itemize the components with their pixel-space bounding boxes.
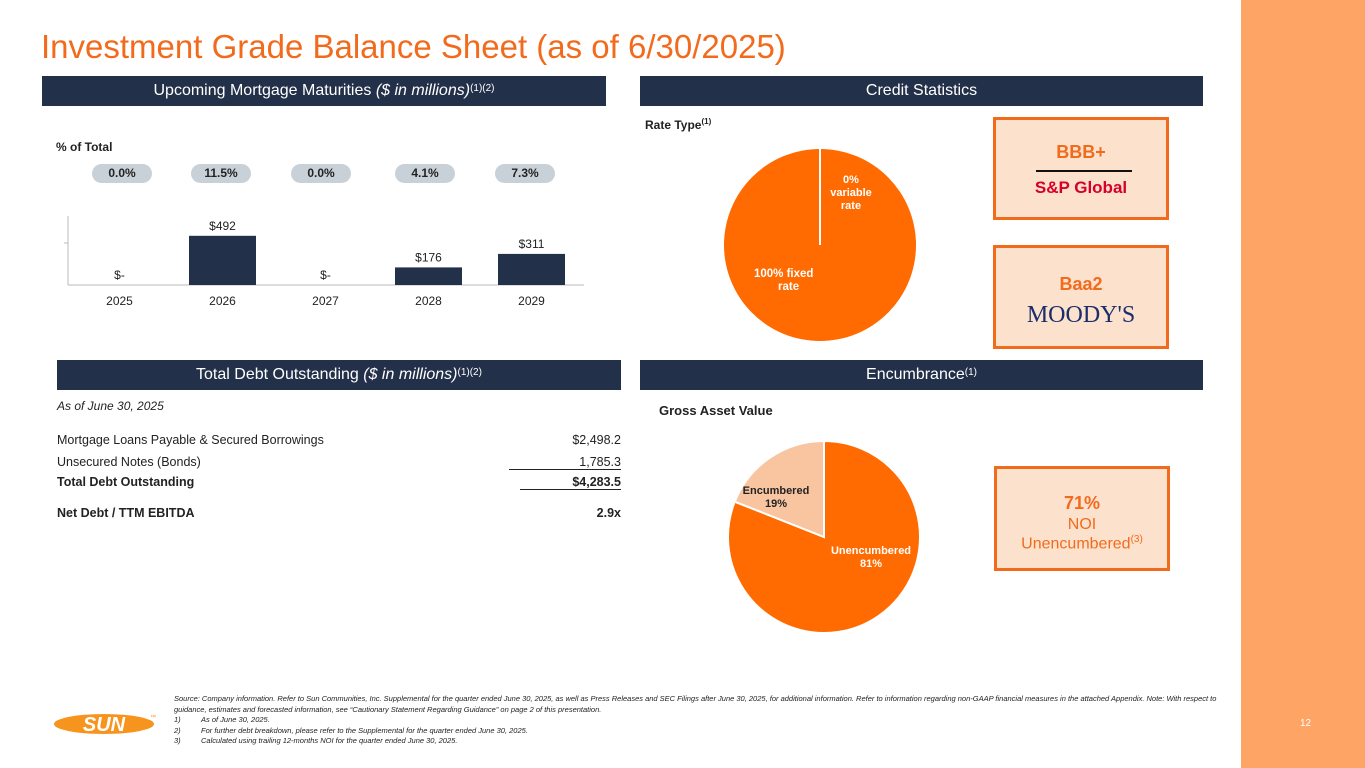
x-tick-2028: 2028 <box>415 294 442 308</box>
data-label-2029: $311 <box>519 237 545 251</box>
footnote: 2) For further debt breakdown, please ref… <box>174 726 1224 737</box>
pct-pill: 4.1% <box>395 164 455 183</box>
encumbrance-pie <box>727 439 921 634</box>
encumbrance-header-sup: (1) <box>964 366 977 378</box>
sun-logo-text: SUN <box>83 714 126 736</box>
debt-row-total: Total Debt Outstanding $4,283.5 <box>57 475 621 490</box>
pct-pill: 7.3% <box>495 164 555 183</box>
maturities-header: Upcoming Mortgage Maturities ($ in milli… <box>42 76 606 106</box>
moodys-rating: Baa2 <box>1059 274 1103 294</box>
encumbered-line1: Encumbered <box>742 485 810 497</box>
footnotes: Source: Company information. Refer to Su… <box>174 694 1224 747</box>
maturities-header-title: Upcoming Mortgage Maturities <box>153 82 372 99</box>
unencumbered-label: Unencumbered 81% <box>826 545 916 571</box>
noi-sup: (3) <box>1130 534 1143 545</box>
bar-2028 <box>395 267 462 285</box>
variable-rate-line3: rate <box>840 200 862 212</box>
debt-row-label: Unsecured Notes (Bonds) <box>57 455 201 469</box>
encumbered-line2: 19% <box>764 498 788 510</box>
footnote-number: 3) <box>174 736 181 745</box>
pct-pill: 0.0% <box>291 164 351 183</box>
encumbrance-header: Encumbrance (1) <box>640 360 1203 390</box>
moodys-logo: MOODY'S <box>1026 302 1136 328</box>
sp-global-logo: S&P Global <box>1034 178 1128 197</box>
debt-row-value: 2.9x <box>596 506 621 520</box>
moodys-rating-box: Baa2 MOODY'S <box>993 245 1169 349</box>
side-band <box>1241 0 1365 768</box>
x-tick-2027: 2027 <box>312 294 339 308</box>
pct-pill: 0.0% <box>92 164 152 183</box>
page-title: Investment Grade Balance Sheet (as of 6/… <box>41 28 786 65</box>
debt-row-label: Total Debt Outstanding <box>57 475 195 489</box>
fixed-rate-line1: 100% fixed <box>754 268 814 280</box>
sun-logo: SUN ™ <box>54 714 156 736</box>
rate-type-label: Rate Type(1) <box>645 117 711 132</box>
debt-row-label: Mortgage Loans Payable & Secured Borrowi… <box>57 433 324 447</box>
footnote-text: As of June 30, 2025. <box>201 715 270 724</box>
sp-rating: BBB+ <box>1056 142 1106 162</box>
variable-rate-line1: 0% <box>843 174 859 186</box>
footnote-source: Source: Company information. Refer to Su… <box>174 694 1217 714</box>
pct-pill: 11.5% <box>191 164 251 183</box>
footnote-text: Calculated using trailing 12-months NOI … <box>201 736 458 745</box>
data-label-2028: $176 <box>415 250 442 264</box>
footnote: 1) As of June 30, 2025. <box>174 715 1224 726</box>
unencumbered-line1: Unencumbered <box>830 545 912 557</box>
sp-divider <box>1036 170 1132 172</box>
maturities-bar-chart: $- 2025 $492 2026 $- 2027 $176 2028 $311 2029 <box>64 216 584 308</box>
noi-unencumbered-box: 71% NOI Unencumbered(3) <box>994 466 1170 571</box>
debt-row-value: $2,498.2 <box>572 433 621 447</box>
debt-row-value: $4,283.5 <box>520 475 621 490</box>
noi-line2: Unencumbered <box>1021 535 1131 553</box>
encumbrance-header-title: Encumbrance <box>866 366 965 383</box>
data-label-2026: $492 <box>209 219 236 233</box>
maturities-header-sup: (1)(2) <box>470 82 495 94</box>
noi-line2-wrap: Unencumbered(3) <box>997 534 1167 553</box>
debt-row-leverage: Net Debt / TTM EBITDA 2.9x <box>57 506 621 520</box>
slice-encumbered-19- <box>733 439 825 539</box>
variable-rate-line2: variable <box>830 187 872 199</box>
debt-row-value: 1,785.3 <box>509 455 621 470</box>
fixed-rate-label: 100% fixed rate <box>754 268 813 294</box>
rate-type-title: Rate Type <box>645 118 702 132</box>
fixed-rate-line2: rate <box>778 281 800 293</box>
debt-header-title: Total Debt Outstanding <box>196 366 359 383</box>
debt-header: Total Debt Outstanding ($ in millions) (1… <box>57 360 621 390</box>
sp-rating-box: BBB+ S&P Global <box>993 117 1169 220</box>
bar-2026 <box>189 235 256 285</box>
footnote-text: For further debt breakdown, please refer… <box>201 725 528 735</box>
data-label-2025: $- <box>114 268 125 282</box>
rate-type-sup: (1) <box>701 117 712 126</box>
gross-asset-value-label: Gross Asset Value <box>659 403 773 418</box>
unencumbered-line2: 81% <box>859 558 883 570</box>
debt-row: Mortgage Loans Payable & Secured Borrowi… <box>57 433 621 447</box>
debt-as-of: As of June 30, 2025 <box>57 399 164 413</box>
bar-2029 <box>498 253 565 285</box>
noi-value: 71% <box>1063 493 1101 513</box>
x-tick-2025: 2025 <box>106 294 133 308</box>
debt-row-label: Net Debt / TTM EBITDA <box>57 506 195 520</box>
debt-header-italic: ($ in millions) <box>363 366 458 383</box>
encumbered-label: Encumbered 19% <box>736 485 816 511</box>
credit-header: Credit Statistics <box>640 76 1203 106</box>
x-tick-2026: 2026 <box>209 294 236 308</box>
noi-line1: NOI <box>1067 516 1097 533</box>
credit-header-title: Credit Statistics <box>865 82 978 99</box>
variable-rate-label: 0% variable rate <box>826 174 876 213</box>
rate-type-pie <box>724 149 916 341</box>
footnote-number: 1) <box>174 715 181 724</box>
sun-logo-tm: ™ <box>150 714 156 721</box>
x-tick-2029: 2029 <box>518 294 545 308</box>
debt-row: Unsecured Notes (Bonds) 1,785.3 <box>57 455 621 470</box>
page-number: 12 <box>1300 718 1312 729</box>
pct-total-label: % of Total <box>56 140 113 154</box>
data-label-2027: $- <box>320 268 331 282</box>
footnote: 3) Calculated using trailing 12-months NO… <box>174 736 1224 747</box>
maturities-header-italic: ($ in millions) <box>375 82 471 99</box>
debt-header-sup: (1)(2) <box>457 366 482 378</box>
footnote-number: 2) <box>174 725 181 735</box>
